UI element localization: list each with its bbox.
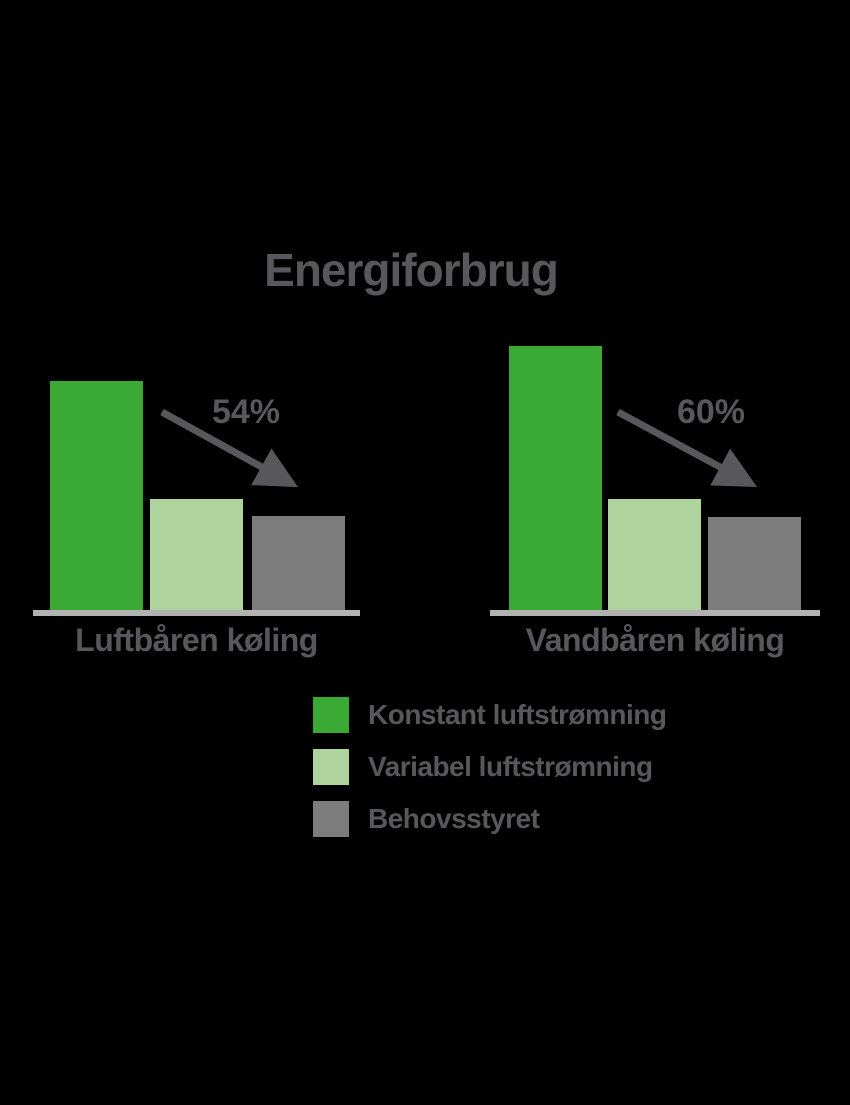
chart-group-luftbaaren: 54% Luftbåren køling [33, 340, 360, 658]
group-label-vandbaaren: Vandbåren køling [525, 622, 785, 658]
bar-variabel-vandbaaren [608, 499, 701, 610]
legend-item-konstant: Konstant luftstrømning [313, 697, 667, 733]
bar-behovsstyret-vandbaaren [708, 517, 801, 610]
legend-swatch-gray [313, 801, 349, 837]
legend-swatch-green [313, 697, 349, 733]
decrease-arrow-icon [616, 408, 758, 487]
legend-label: Konstant luftstrømning [368, 699, 667, 730]
legend-label: Behovsstyret [368, 803, 540, 834]
baseline-axis [490, 610, 820, 616]
legend-label: Variabel luftstrømning [368, 751, 653, 782]
bar-behovsstyret-luftbaaren [252, 516, 345, 610]
decrease-arrow-icon [160, 408, 299, 488]
legend-item-behovsstyret: Behovsstyret [313, 801, 667, 837]
group-label-luftbaaren: Luftbåren køling [75, 622, 318, 658]
chart-title: Energiforbrug [264, 244, 559, 296]
bar-variabel-luftbaaren [150, 499, 243, 610]
legend-item-variabel: Variabel luftstrømning [313, 749, 667, 785]
legend: Konstant luftstrømning Variabel luftstrø… [313, 697, 667, 853]
baseline-axis [33, 610, 360, 616]
bar-konstant-luftbaaren [50, 381, 143, 610]
reduction-label: 54% [211, 393, 281, 431]
legend-swatch-lightgreen [313, 749, 349, 785]
bar-konstant-vandbaaren [509, 346, 602, 610]
chart-group-vandbaaren: 60% Vandbåren køling [490, 340, 820, 658]
reduction-label: 60% [676, 393, 746, 431]
